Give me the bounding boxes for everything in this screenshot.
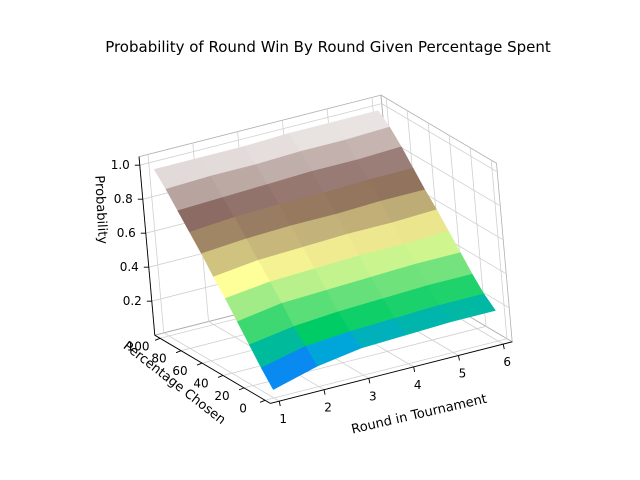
y-axis-line xyxy=(154,334,271,404)
y-tick-label: 100 xyxy=(127,339,150,353)
x-tick-mark xyxy=(278,401,281,407)
chart-title: Probability of Round Win By Round Given … xyxy=(105,38,551,56)
x-axis-line xyxy=(270,341,513,404)
x-tick-mark xyxy=(323,389,326,395)
y-tick-label: 0 xyxy=(239,401,247,415)
back-gridline-round xyxy=(147,154,165,333)
side-gridline-percent xyxy=(490,160,508,339)
surface-patch xyxy=(260,346,318,390)
x-tick-label: 5 xyxy=(459,367,467,381)
y-tick-mark xyxy=(175,350,182,354)
axes xyxy=(134,156,513,407)
x-tick-label: 4 xyxy=(414,378,422,392)
x-tick-mark xyxy=(502,344,505,350)
y-tick-label: 40 xyxy=(193,376,208,390)
y-tick-mark xyxy=(259,399,266,403)
y-axis-label: Percentage Chosen xyxy=(120,339,228,428)
y-tick-mark xyxy=(217,375,224,378)
x-tick-mark xyxy=(368,378,371,384)
y-tick-mark xyxy=(238,387,245,391)
back-gridline-prob xyxy=(139,103,382,166)
x-tick-mark xyxy=(458,355,460,361)
y-tick-label: 80 xyxy=(151,352,166,366)
z-tick-label: 0.8 xyxy=(114,192,133,206)
surface-mesh xyxy=(153,110,496,390)
z-tick-label: 0.2 xyxy=(123,294,142,308)
x-tick-label: 6 xyxy=(503,355,511,369)
floor-gridline-percent xyxy=(264,338,508,401)
x-tick-label: 1 xyxy=(279,412,287,426)
side-gridline-prob xyxy=(381,103,498,173)
y-tick-mark xyxy=(196,362,203,366)
z-axis-line xyxy=(138,156,156,336)
floor-gridline-round xyxy=(163,332,280,402)
side-gridline-prob xyxy=(384,137,501,207)
x-tick-label: 2 xyxy=(324,401,332,415)
y-tick-mark xyxy=(154,337,161,341)
z-axis-label: Probability xyxy=(91,175,110,245)
z-tick-label: 0.4 xyxy=(120,260,139,274)
z-tick-label: 0.6 xyxy=(117,226,136,240)
y-tick-label: 20 xyxy=(214,389,229,403)
y-tick-label: 60 xyxy=(172,364,187,378)
x-tick-mark xyxy=(413,366,416,372)
x-tick-label: 3 xyxy=(369,389,377,403)
z-tick-label: 1.0 xyxy=(111,158,130,172)
